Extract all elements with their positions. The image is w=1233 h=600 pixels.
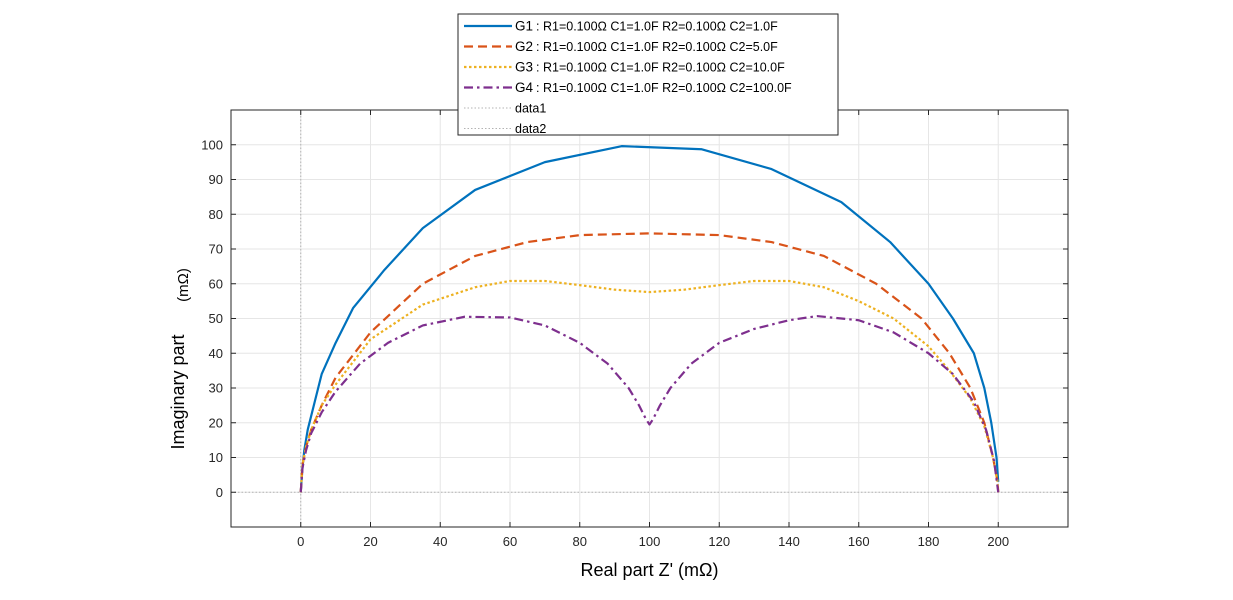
series-line-g4 <box>299 314 1000 493</box>
legend-desc: : R1=0.100Ω C1=1.0F R2=0.100Ω C2=1.0F <box>536 20 778 34</box>
y-tick-label: 10 <box>209 450 223 465</box>
legend-name: G1 <box>515 19 533 34</box>
series-line-g2 <box>299 232 1000 493</box>
y-tick-label: 90 <box>209 172 223 187</box>
legend-entry-g3: G3: R1=0.100Ω C1=1.0F R2=0.100Ω C2=10.0F <box>515 60 785 75</box>
x-tick-label: 20 <box>363 534 377 549</box>
grid <box>231 110 1068 527</box>
x-tick-label: 40 <box>433 534 447 549</box>
legend-box <box>457 13 839 136</box>
x-tick-label: 180 <box>918 534 940 549</box>
legend-desc: : R1=0.100Ω C1=1.0F R2=0.100Ω C2=100.0F <box>536 81 792 95</box>
legend-name: G2 <box>515 39 533 54</box>
x-tick-label: 0 <box>297 534 304 549</box>
series-line-g1 <box>299 145 1000 493</box>
y-tick-label: 80 <box>209 207 223 222</box>
y-tick-label: 100 <box>201 137 223 152</box>
legend-desc: : R1=0.100Ω C1=1.0F R2=0.100Ω C2=5.0F <box>536 40 778 54</box>
legend-name: G3 <box>515 60 533 75</box>
x-tick-label: 140 <box>778 534 800 549</box>
x-tick-label: 160 <box>848 534 870 549</box>
legend-entry-g4: G4: R1=0.100Ω C1=1.0F R2=0.100Ω C2=100.0… <box>515 80 792 95</box>
legend-entry-g1: G1: R1=0.100Ω C1=1.0F R2=0.100Ω C2=1.0F <box>515 19 778 34</box>
y-tick-labels: 0 10 20 30 40 50 60 70 80 90 100 <box>201 137 1068 500</box>
x-axis-label: Real part Z' (mΩ) <box>581 560 719 580</box>
legend-name: data1 <box>515 102 546 116</box>
x-tick-label: 100 <box>639 534 661 549</box>
y-tick-label: 40 <box>209 346 223 361</box>
legend-desc: : R1=0.100Ω C1=1.0F R2=0.100Ω C2=10.0F <box>536 61 785 75</box>
x-tick-label: 80 <box>573 534 587 549</box>
legend-name: data2 <box>515 122 546 136</box>
legend-entry-g2: G2: R1=0.100Ω C1=1.0F R2=0.100Ω C2=5.0F <box>515 39 778 54</box>
y-tick-label: 20 <box>209 415 223 430</box>
series-group <box>231 110 1068 527</box>
x-tick-label: 200 <box>987 534 1009 549</box>
legend-entries: G1: R1=0.100Ω C1=1.0F R2=0.100Ω C2=1.0FG… <box>464 19 792 136</box>
legend-entry-data1: data1 <box>515 102 546 116</box>
y-tick-label: 0 <box>216 485 223 500</box>
y-axis-unit-label: (mΩ) <box>175 268 192 302</box>
legend-entry-data2: data2 <box>515 122 546 136</box>
x-tick-label: 120 <box>708 534 730 549</box>
y-tick-label: 70 <box>209 242 223 257</box>
x-tick-labels: 0 20 40 60 80 100 120 140 160 180 200 <box>297 110 1009 549</box>
y-tick-label: 30 <box>209 381 223 396</box>
y-axis-label: Imaginary part <box>168 334 188 449</box>
legend-name: G4 <box>515 80 534 95</box>
x-tick-label: 60 <box>503 534 517 549</box>
y-tick-label: 60 <box>209 276 223 291</box>
y-tick-label: 50 <box>209 311 223 326</box>
legend: G1: R1=0.100Ω C1=1.0F R2=0.100Ω C2=1.0FG… <box>457 13 839 136</box>
